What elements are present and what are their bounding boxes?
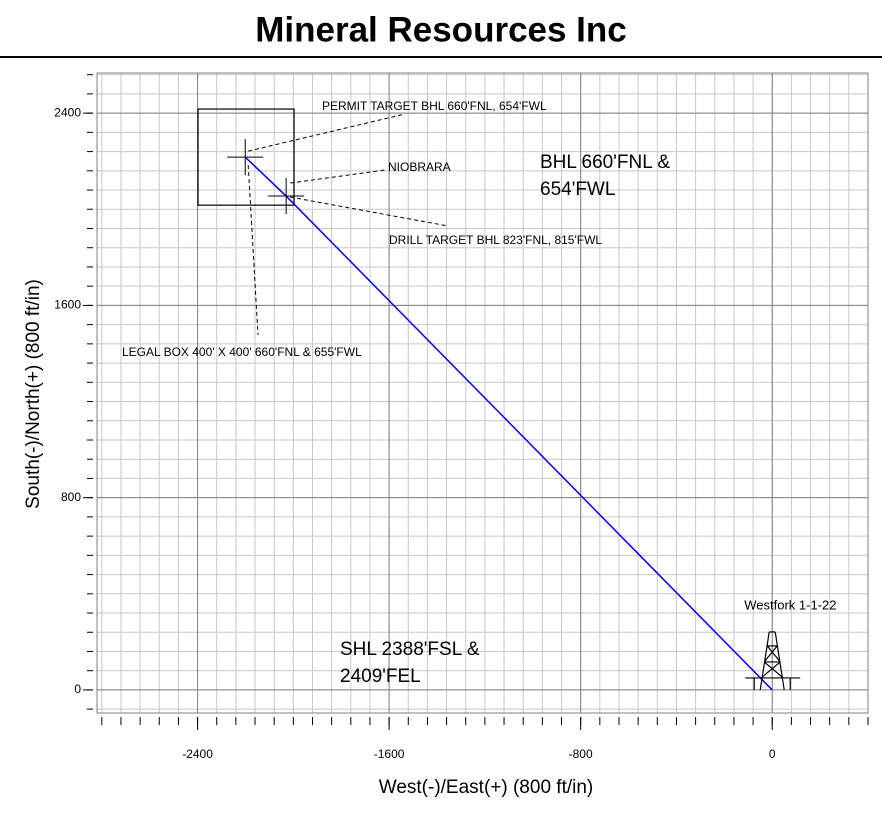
x-axis-label: West(-)/East(+) (800 ft/in) [379, 777, 594, 798]
annotation: LEGAL BOX 400' X 400' 660'FNL & 655'FWL [122, 345, 362, 359]
target-crosshair [227, 139, 264, 176]
leader-line [248, 113, 406, 152]
y-axis-label: South(-)/North(+) (800 ft/in) [23, 279, 44, 509]
annotation: BHL 660'FNL & [540, 152, 670, 173]
y-tick-label: 800 [61, 490, 81, 504]
x-tick-label: -800 [569, 747, 593, 761]
x-tick-label: -2400 [182, 747, 213, 761]
x-tick-label: -1600 [374, 747, 405, 761]
derrick-line [760, 661, 781, 679]
derrick-line [763, 645, 778, 663]
x-tick-label: 0 [769, 747, 776, 761]
y-tick-label: 0 [74, 682, 81, 696]
legal-box [197, 108, 295, 206]
derrick-line [766, 645, 781, 663]
chart-title: Mineral Resources Inc [255, 10, 627, 49]
well-name: Westfork 1-1-22 [744, 597, 836, 612]
annotation: NIOBRARA [388, 160, 451, 174]
leader-line [290, 169, 386, 184]
well-derrick [745, 631, 801, 691]
annotation: 2409'FEL [340, 666, 421, 687]
derrick-line [763, 661, 784, 679]
annotation: SHL 2388'FSL & [340, 639, 480, 660]
annotation: 654'FWL [540, 179, 615, 200]
plot-frame [96, 72, 869, 714]
annotation: PERMIT TARGET BHL 660'FNL, 654'FWL [322, 99, 547, 113]
y-tick-label: 1600 [54, 298, 81, 312]
annotation: DRILL TARGET BHL 823'FNL, 815'FWL [389, 233, 602, 247]
target-crosshair [268, 178, 305, 215]
leader-line [247, 165, 259, 336]
leader-line [290, 196, 449, 227]
y-tick-label: 2400 [54, 105, 81, 119]
